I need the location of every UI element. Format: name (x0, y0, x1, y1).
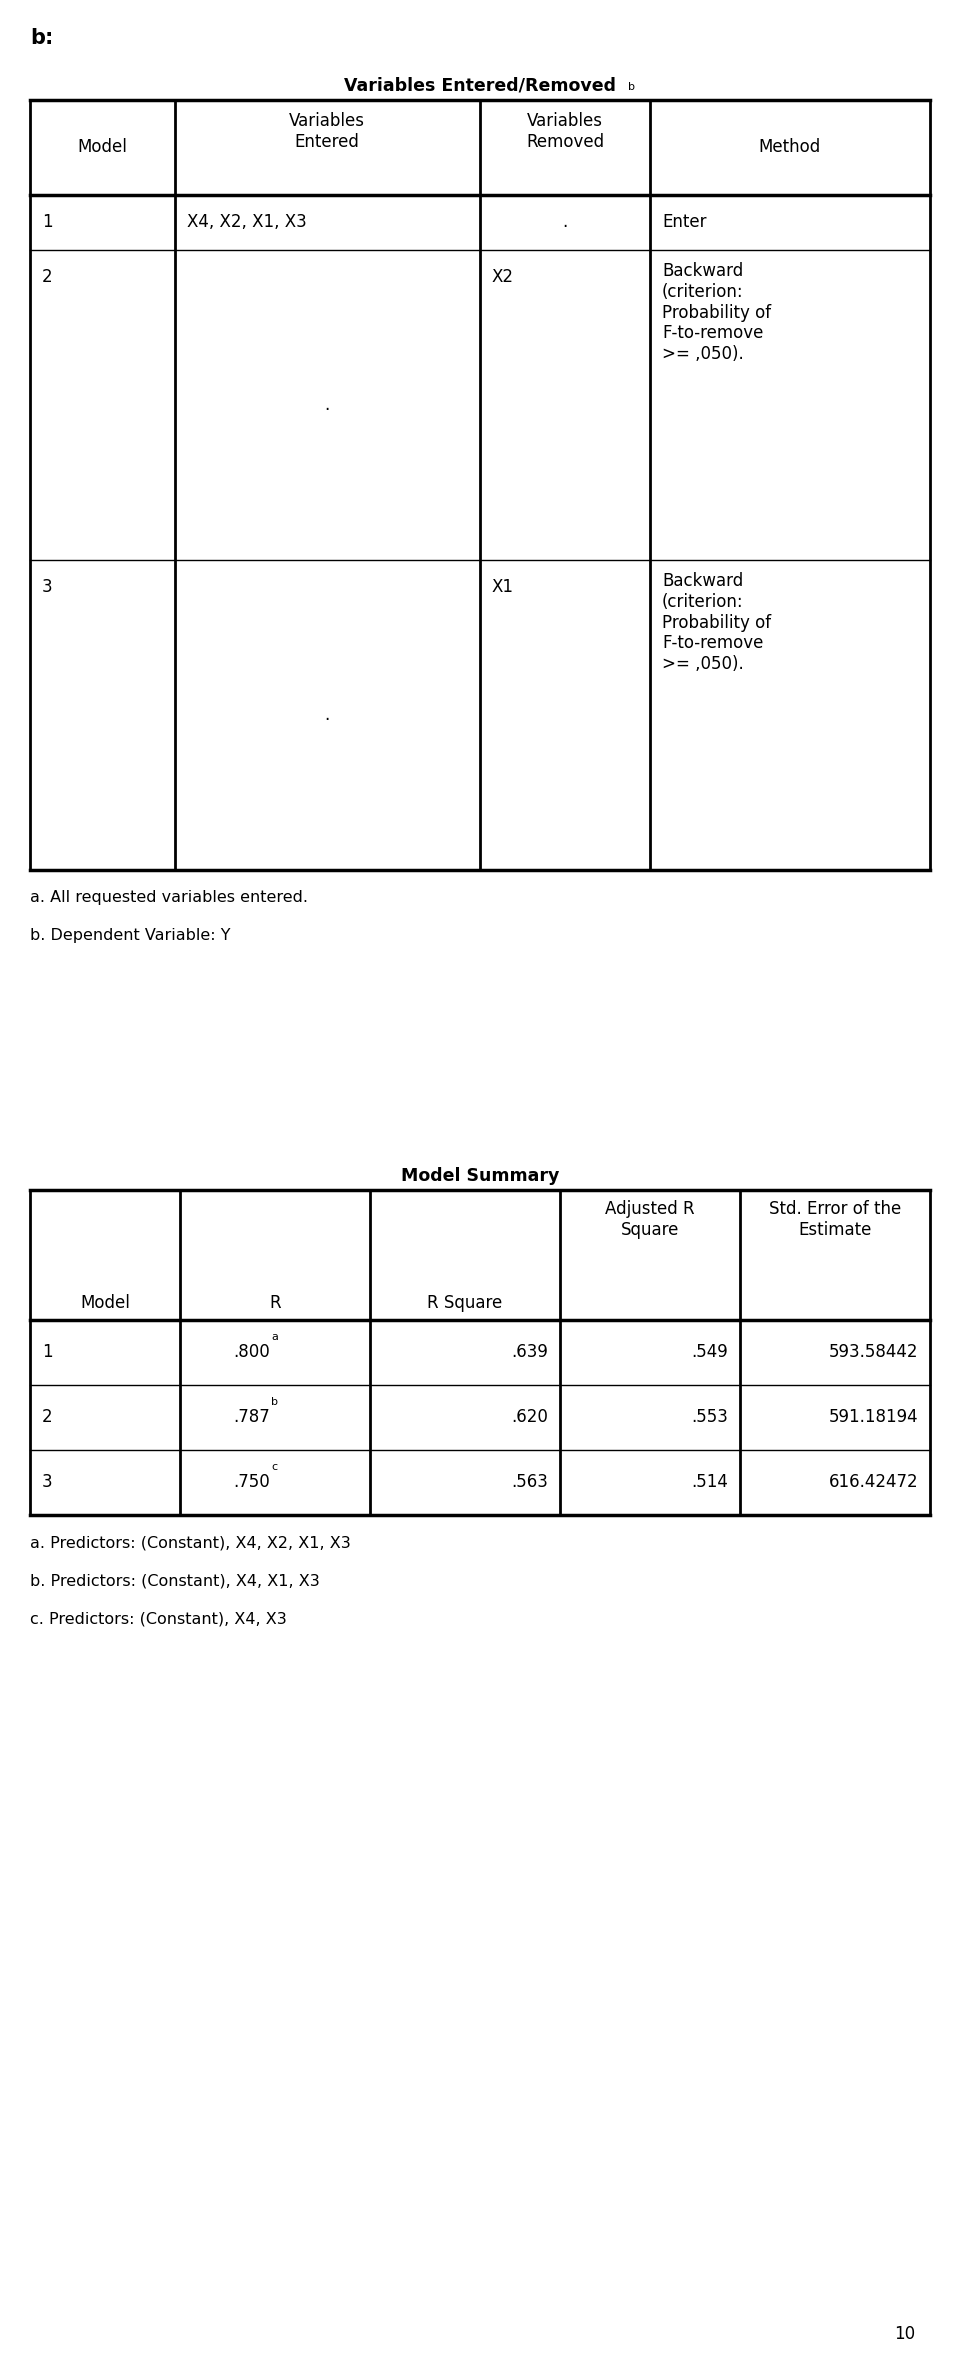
Text: c. Predictors: (Constant), X4, X3: c. Predictors: (Constant), X4, X3 (30, 1610, 287, 1627)
Text: .: . (324, 706, 329, 723)
Text: b: b (271, 1396, 278, 1408)
Text: R: R (269, 1294, 281, 1313)
Text: .553: .553 (691, 1408, 728, 1427)
Text: 591.18194: 591.18194 (828, 1408, 918, 1427)
Text: b:: b: (30, 29, 54, 48)
Text: Variables
Removed: Variables Removed (526, 112, 604, 150)
Text: b. Dependent Variable: Y: b. Dependent Variable: Y (30, 927, 230, 944)
Text: Backward
(criterion:
Probability of
F-to-remove
>= ,050).: Backward (criterion: Probability of F-to… (662, 573, 771, 673)
Text: b. Predictors: (Constant), X4, X1, X3: b. Predictors: (Constant), X4, X1, X3 (30, 1572, 320, 1589)
Text: Backward
(criterion:
Probability of
F-to-remove
>= ,050).: Backward (criterion: Probability of F-to… (662, 262, 771, 364)
Text: Model: Model (77, 138, 127, 157)
Text: 1: 1 (42, 1344, 53, 1360)
Text: 2: 2 (42, 1408, 53, 1427)
Text: Method: Method (758, 138, 821, 157)
Text: .620: .620 (511, 1408, 548, 1427)
Text: .: . (563, 214, 567, 231)
Text: 2: 2 (42, 269, 53, 285)
Text: .800: .800 (233, 1344, 270, 1360)
Text: .: . (324, 397, 329, 414)
Text: 3: 3 (42, 578, 53, 597)
Text: 1: 1 (42, 214, 53, 231)
Text: Std. Error of the
Estimate: Std. Error of the Estimate (769, 1201, 901, 1239)
Text: .750: .750 (233, 1472, 270, 1491)
Text: .549: .549 (691, 1344, 728, 1360)
Text: Enter: Enter (662, 214, 707, 231)
Text: 593.58442: 593.58442 (828, 1344, 918, 1360)
Text: .787: .787 (233, 1408, 270, 1427)
Text: 616.42472: 616.42472 (828, 1472, 918, 1491)
Text: b: b (628, 81, 635, 93)
Text: X4, X2, X1, X3: X4, X2, X1, X3 (187, 214, 307, 231)
Text: X2: X2 (492, 269, 514, 285)
Text: a. Predictors: (Constant), X4, X2, X1, X3: a. Predictors: (Constant), X4, X2, X1, X… (30, 1536, 350, 1550)
Text: Model: Model (80, 1294, 130, 1313)
Text: .514: .514 (691, 1472, 728, 1491)
Text: a: a (271, 1332, 277, 1341)
Text: c: c (271, 1462, 277, 1472)
Text: a. All requested variables entered.: a. All requested variables entered. (30, 889, 308, 906)
Text: X1: X1 (492, 578, 514, 597)
Text: 3: 3 (42, 1472, 53, 1491)
Text: .639: .639 (511, 1344, 548, 1360)
Text: Model Summary: Model Summary (401, 1168, 559, 1184)
Text: .563: .563 (511, 1472, 548, 1491)
Text: R Square: R Square (427, 1294, 503, 1313)
Text: Variables Entered/Removed: Variables Entered/Removed (344, 76, 616, 95)
Text: 10: 10 (895, 2326, 916, 2342)
Text: Variables
Entered: Variables Entered (289, 112, 365, 150)
Text: Adjusted R
Square: Adjusted R Square (605, 1201, 695, 1239)
